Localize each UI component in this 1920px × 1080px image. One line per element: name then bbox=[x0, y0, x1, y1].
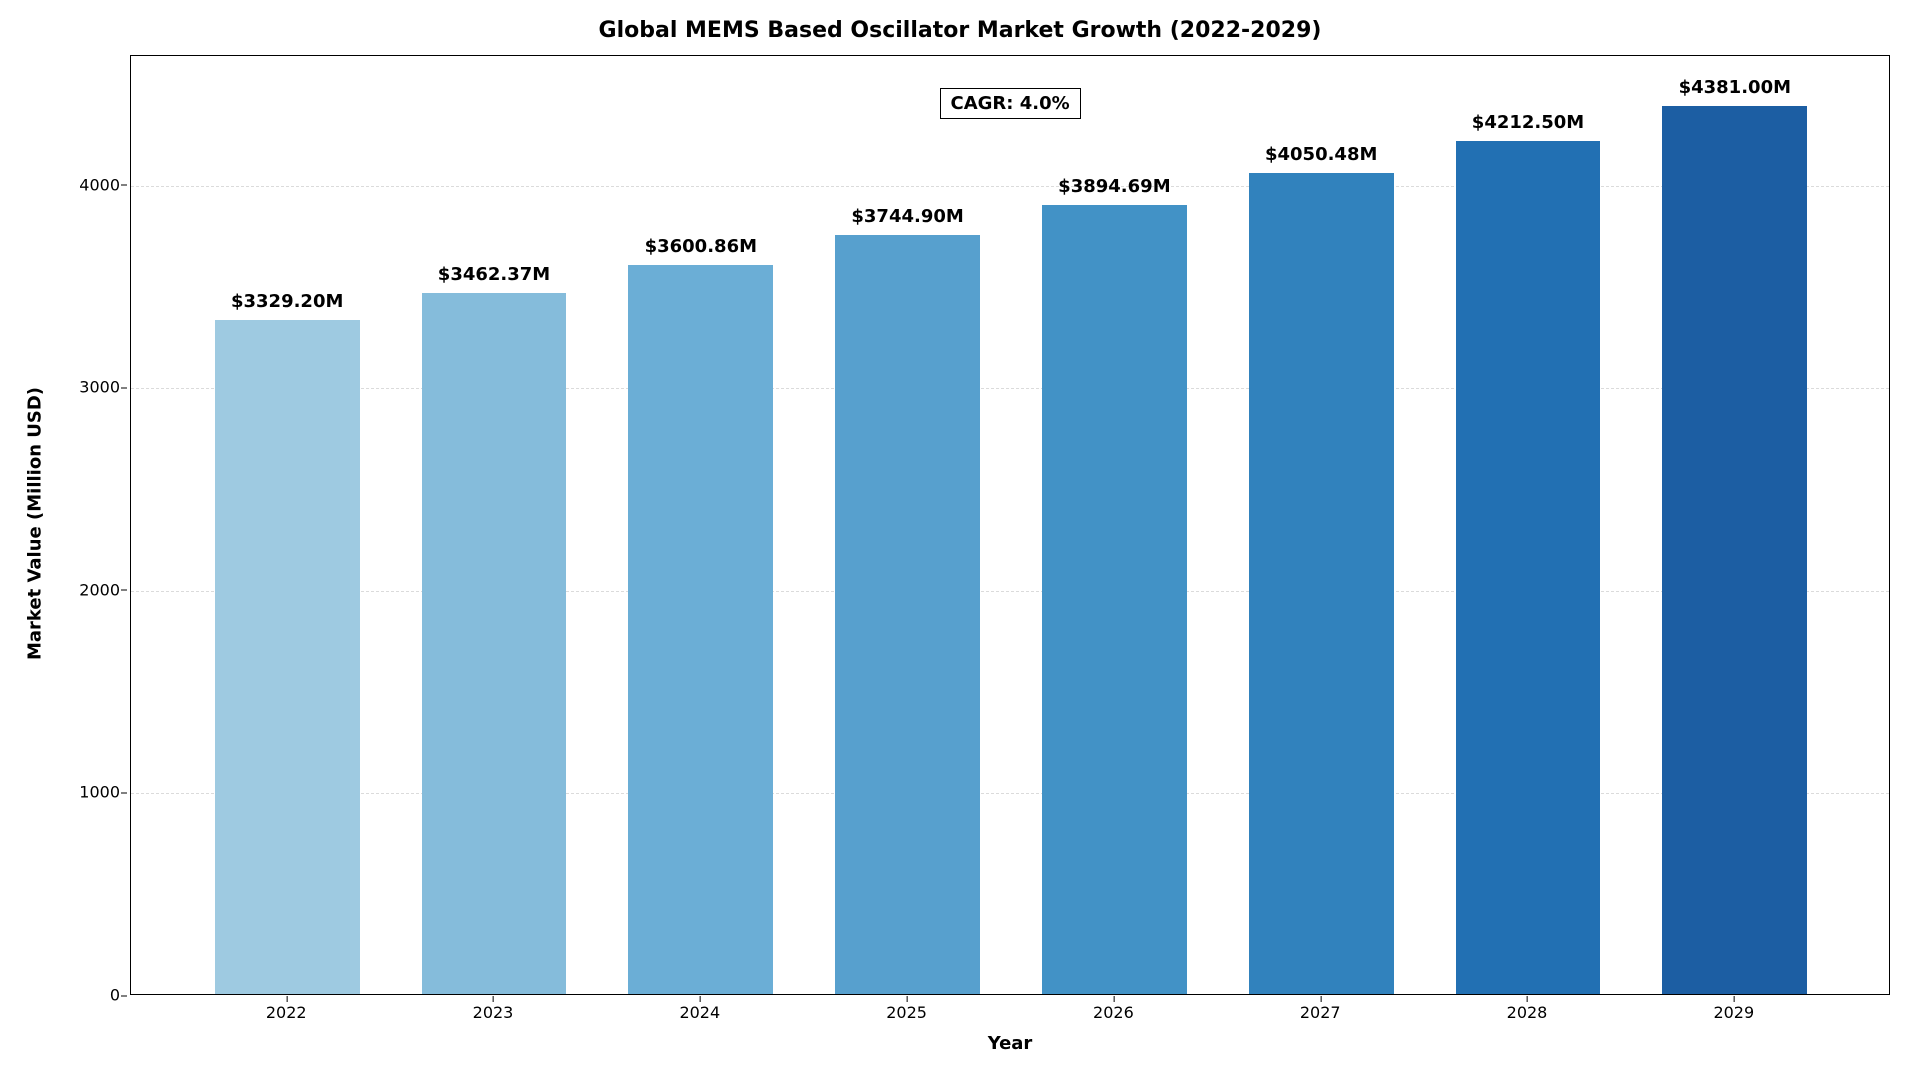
bar-value-label: $3600.86M bbox=[645, 236, 757, 257]
cagr-annotation: CAGR: 4.0% bbox=[940, 88, 1081, 119]
y-tick-label: 2000 bbox=[79, 580, 120, 599]
gridline bbox=[131, 388, 1889, 389]
gridline bbox=[131, 793, 1889, 794]
bar bbox=[835, 235, 980, 994]
y-tick-label: 4000 bbox=[79, 175, 120, 194]
chart-container: Global MEMS Based Oscillator Market Grow… bbox=[0, 0, 1920, 1080]
bar-value-label: $3744.90M bbox=[851, 206, 963, 227]
x-tick-label: 2024 bbox=[679, 1003, 720, 1022]
gridline bbox=[131, 591, 1889, 592]
bar-value-label: $4212.50M bbox=[1472, 112, 1584, 133]
bar-value-label: $4381.00M bbox=[1679, 77, 1791, 98]
x-tick-label: 2023 bbox=[473, 1003, 514, 1022]
x-tick-label: 2029 bbox=[1713, 1003, 1754, 1022]
x-axis-label: Year bbox=[910, 1033, 1110, 1054]
plot-area: $3329.20M $3462.37M $3600.86M $3744.90M $389… bbox=[130, 55, 1890, 995]
bar bbox=[628, 265, 773, 994]
bar bbox=[1662, 106, 1807, 994]
bar-value-label: $4050.48M bbox=[1265, 144, 1377, 165]
y-tick-label: 0 bbox=[110, 986, 120, 1005]
bar bbox=[215, 320, 360, 994]
y-tick-label: 3000 bbox=[79, 378, 120, 397]
chart-title: Global MEMS Based Oscillator Market Grow… bbox=[0, 18, 1920, 43]
x-tick-label: 2026 bbox=[1093, 1003, 1134, 1022]
y-axis-label: Market Value (Million USD) bbox=[25, 324, 46, 724]
bar bbox=[1249, 173, 1394, 994]
x-tick-label: 2025 bbox=[886, 1003, 927, 1022]
x-tick-label: 2027 bbox=[1300, 1003, 1341, 1022]
bar bbox=[422, 293, 567, 994]
bar bbox=[1042, 205, 1187, 994]
bar-value-label: $3329.20M bbox=[231, 291, 343, 312]
x-tick-label: 2022 bbox=[266, 1003, 307, 1022]
gridline bbox=[131, 186, 1889, 187]
y-tick-label: 1000 bbox=[79, 783, 120, 802]
x-tick-label: 2028 bbox=[1507, 1003, 1548, 1022]
bar bbox=[1456, 141, 1601, 994]
bar-value-label: $3894.69M bbox=[1058, 176, 1170, 197]
bar-value-label: $3462.37M bbox=[438, 264, 550, 285]
